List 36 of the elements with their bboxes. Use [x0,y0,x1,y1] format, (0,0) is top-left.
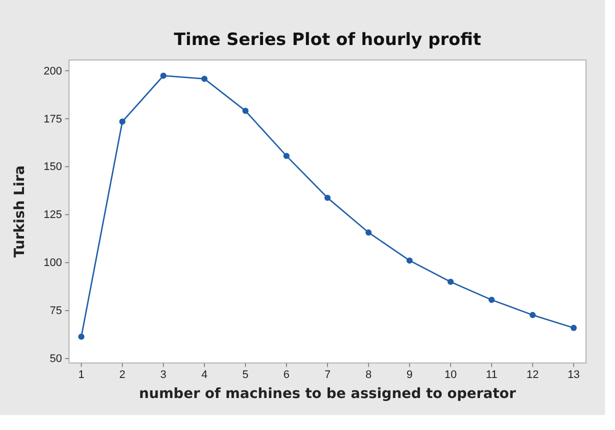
x-axis-title: number of machines to be assigned to operator [139,386,516,402]
x-tick-label: 5 [242,368,248,381]
y-tick-label: 175 [44,113,62,126]
point [530,312,536,318]
point [242,108,249,114]
x-tick-label: 7 [324,368,331,381]
x-tick-label: 3 [160,368,166,381]
point [283,152,290,160]
point [324,194,331,201]
x-tick-label: 8 [365,368,372,381]
x-tick-label: 12 [526,368,539,381]
y-axis-title: Turkish Lira [12,165,28,258]
point [570,324,577,331]
chart-title: Time Series Plot of hourly profit [174,30,482,50]
x-tick-label: 9 [406,368,413,381]
x-tick-label: 13 [568,368,580,381]
x-tick-label: 2 [119,368,126,381]
point [365,229,372,236]
x-tick-label: 10 [444,368,457,381]
y-tick-label: 200 [44,65,62,78]
point [160,72,166,79]
y-tick-label: 100 [44,257,62,270]
y-tick-label: 50 [50,353,62,366]
x-tick-label: 11 [486,368,498,381]
y-tick-label: 125 [44,209,62,222]
x-tick-label: 6 [283,368,290,381]
point [119,118,126,125]
y-tick-label: 150 [44,161,62,174]
x-tick-label: 1 [78,368,84,381]
point [448,278,454,285]
point [201,76,208,82]
x-tick-label: 4 [201,368,208,381]
point [488,296,495,303]
y-tick-label: 75 [50,305,62,318]
point [78,334,84,340]
point [406,257,413,264]
